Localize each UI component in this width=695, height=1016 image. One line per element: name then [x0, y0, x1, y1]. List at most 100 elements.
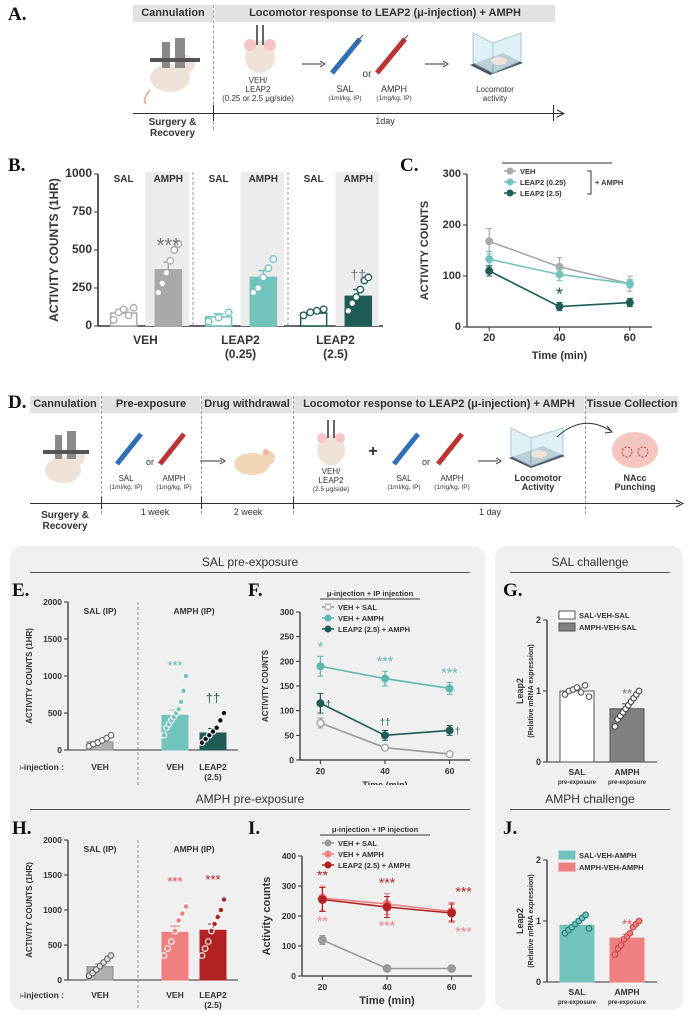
data-point — [182, 903, 190, 910]
legend-marker — [324, 861, 332, 869]
y-tick-label: 300 — [280, 607, 294, 617]
legend-bracket — [587, 170, 592, 195]
significance-mark: *** — [157, 235, 181, 257]
legend-marker — [506, 178, 514, 186]
legend-swatch — [558, 862, 576, 872]
significance-mark: † — [326, 699, 332, 710]
legend-marker — [506, 167, 514, 175]
panel-a-surgery: Surgery & Recovery — [148, 117, 197, 139]
x-axis-label: Time (min) — [532, 350, 588, 362]
y-tick-label: 500 — [72, 242, 92, 256]
data-point — [204, 938, 212, 945]
data-point — [220, 709, 228, 717]
data-point — [626, 929, 634, 937]
y-axis-label: ACTIVITY COUNTS — [419, 201, 431, 300]
data-point — [382, 964, 392, 973]
y-axis-label: ACTIVITY COUNTS (1HR) — [25, 862, 34, 958]
mouse-injection-illustration — [244, 25, 276, 73]
group-label: VEH — [133, 333, 158, 347]
bar — [609, 937, 645, 983]
chart-h: 0 500 1000 1500 2000 ACTIVITY COUNTS (1HR) SAL… — [20, 835, 238, 1010]
panel-a-header-right: Locomotor response to LEAP2 (μ-injection… — [215, 5, 555, 22]
panel-letter-b: B. — [8, 155, 26, 176]
syringe-amph-icon — [375, 35, 409, 75]
data-point — [180, 687, 187, 695]
significance-mark: *** — [377, 653, 394, 669]
category-label: VEH — [166, 762, 183, 772]
y-axis-label: Leap2 — [515, 678, 525, 704]
data-point — [485, 255, 494, 264]
data-point — [198, 952, 206, 959]
panel-a-day: 1day — [375, 116, 395, 126]
arrow-right-icon — [425, 60, 449, 68]
data-point — [175, 917, 183, 924]
category-sublabel: pre-exposure — [558, 780, 597, 786]
data-point — [485, 237, 494, 246]
arrow-right-icon — [302, 60, 326, 68]
legend-label: SAL-VEH-AMPH — [579, 851, 637, 860]
sal-challenge-title: SAL challenge — [551, 555, 629, 569]
data-point — [249, 288, 258, 297]
legend-swatch — [558, 622, 576, 632]
category-label: (2.5) — [204, 772, 222, 782]
data-point — [318, 895, 327, 904]
data-point — [573, 684, 581, 691]
panel-a-or: or — [362, 69, 372, 80]
data-point — [306, 308, 315, 317]
panel-d-plus: + — [368, 443, 378, 460]
significance-mark: * — [318, 638, 324, 654]
y-tick-label: 1500 — [43, 870, 62, 880]
y-tick-label: 2 — [536, 615, 541, 625]
legend-label: VEH + AMPH — [338, 614, 384, 623]
arrow-right-icon — [478, 457, 502, 465]
data-point — [577, 689, 585, 696]
panel-d-or-2: or — [421, 457, 430, 467]
panel-d-header-4: Tissue Collection — [586, 396, 678, 413]
subgroup-label: AMPH — [154, 174, 183, 185]
y-tick-label: 500 — [48, 708, 62, 718]
x-tick-label: 60 — [445, 766, 455, 776]
subgroup-label: AMPH — [344, 174, 373, 185]
data-point — [213, 724, 221, 732]
y-tick-label: 100 — [443, 270, 461, 282]
data-point — [182, 672, 190, 680]
data-point — [445, 750, 454, 759]
y-tick-label: 1000 — [65, 166, 92, 180]
data-point — [214, 313, 223, 322]
legend-label: LEAP2 (2.5) — [520, 189, 562, 198]
panel-d-amph: AMPH (1mg/kg, IP) — [156, 474, 192, 491]
panel-d-header-1: Pre-exposure — [102, 396, 200, 413]
y-tick-label: 0 — [536, 757, 541, 767]
legend-marker — [324, 625, 332, 633]
bar — [154, 269, 183, 327]
data-point — [254, 284, 263, 292]
significance-mark: †† — [206, 691, 220, 706]
legend-label: AMPH-VEH-AMPH — [579, 863, 644, 872]
syringe-amph-icon — [436, 432, 464, 466]
section-label: SAL (IP) — [84, 844, 117, 854]
legend-label: VEH + SAL — [338, 839, 377, 848]
legend-marker — [324, 614, 332, 622]
y-axis-label: Activity counts — [261, 877, 273, 956]
data-point — [380, 731, 389, 740]
data-point — [164, 945, 172, 952]
curved-arrow-icon — [556, 422, 613, 438]
data-point — [217, 906, 225, 914]
data-point — [625, 298, 634, 307]
y-tick-label: 2000 — [43, 597, 62, 607]
data-point — [447, 908, 457, 918]
amph-pre-exposure-title: AMPH pre-exposure — [195, 792, 305, 806]
category-label: VEH — [91, 762, 108, 772]
x-tick-label: 40 — [380, 766, 390, 776]
x-tick-label: 60 — [447, 982, 457, 992]
category-sublabel: pre-exposure — [608, 1000, 647, 1006]
data-point — [214, 913, 222, 921]
legend-label: VEH + SAL — [338, 603, 377, 612]
legend-swatch — [558, 850, 576, 860]
data-point — [581, 681, 589, 689]
data-point — [269, 255, 278, 264]
significance-mark: *** — [379, 875, 396, 891]
data-point — [485, 266, 494, 275]
category-label: (2.5) — [204, 1000, 222, 1010]
syringe-sal-icon — [392, 432, 420, 466]
